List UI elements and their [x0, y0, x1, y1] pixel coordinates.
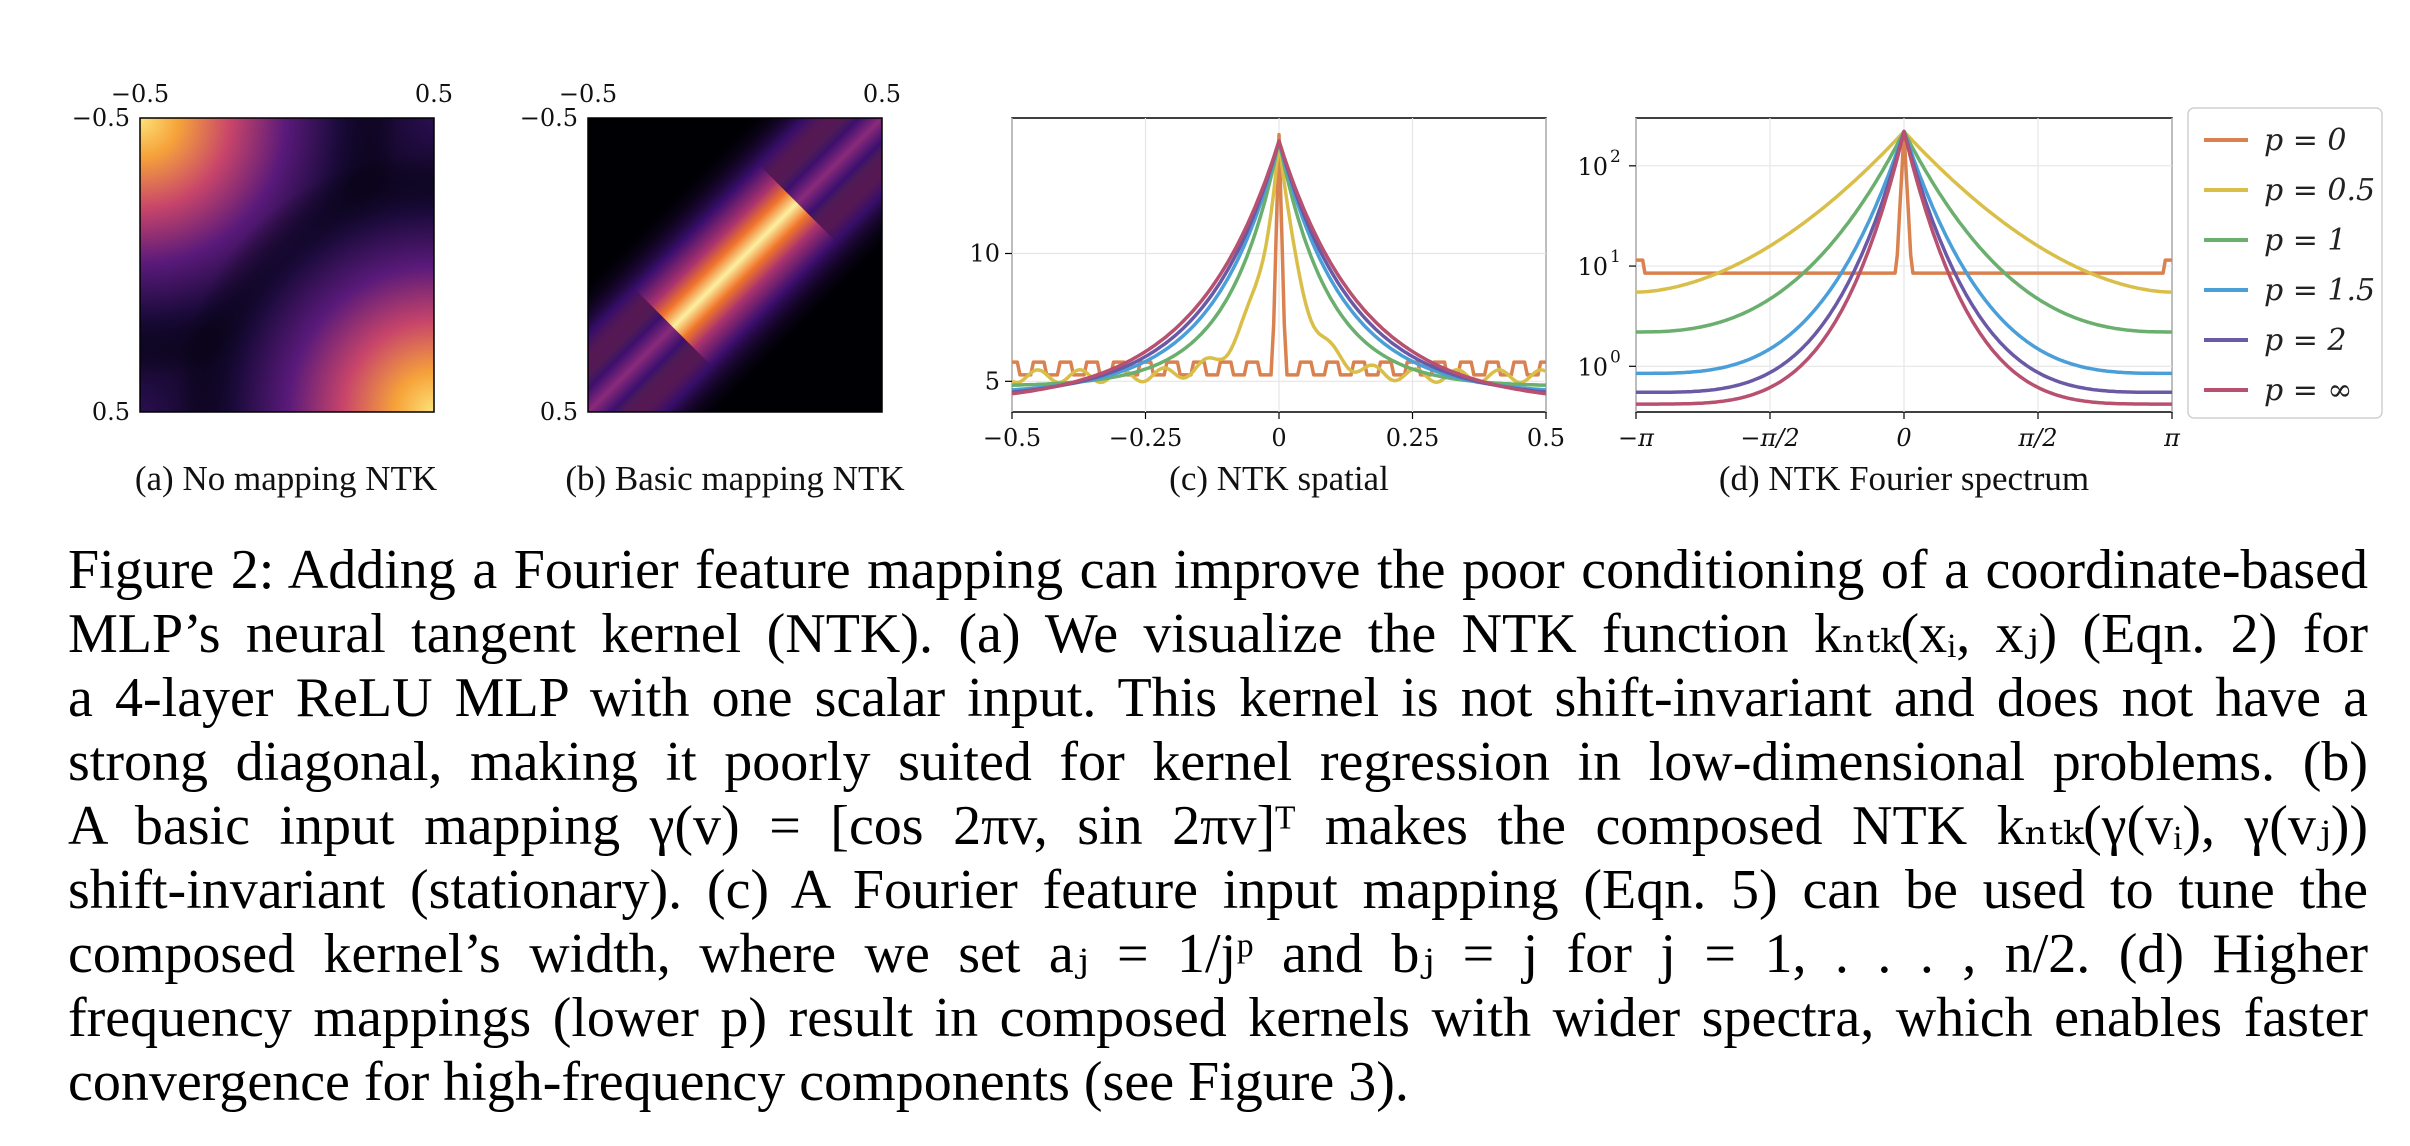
a-xtick-right: 0.5	[415, 80, 453, 108]
b-ytick-bottom: 0.5	[540, 398, 578, 426]
a-xtick-left: −0.5	[111, 80, 169, 108]
caption-line: composed kernel’s width, where we set aⱼ…	[68, 923, 2368, 985]
c-ytick-label: 5	[985, 367, 1000, 395]
d-ytick-label: 10	[1577, 253, 1608, 281]
caption-line: Figure 2: Adding a Fourier feature mappi…	[68, 539, 2368, 601]
legend-label-pinf: p = ∞	[2264, 373, 2352, 408]
caption-line: a 4-layer ReLU MLP with one scalar input…	[68, 667, 2368, 729]
subplot-d-label: (d) NTK Fourier spectrum	[1719, 459, 2089, 498]
c-xtick-label: 0.5	[1527, 424, 1565, 452]
heatmap-a	[139, 117, 435, 413]
d-ytick-exponent: 1	[1610, 247, 1621, 267]
caption-line: frequency mappings (lower p) result in c…	[68, 987, 2368, 1049]
subplot-a-label: (a) No mapping NTK	[135, 459, 437, 498]
legend-label-p1: p = 1	[2264, 223, 2347, 258]
d-xtick-label: −π/2	[1740, 424, 1799, 452]
d-ytick-label: 10	[1577, 353, 1608, 381]
caption-line: shift-invariant (stationary). (c) A Four…	[68, 859, 2368, 921]
legend: p = 0 p = 0.5 p = 1 p = 1.5 p = 2 p = ∞	[2187, 107, 2383, 419]
d-ytick-exponent: 0	[1610, 347, 1621, 367]
figure-caption: Figure 2: Adding a Fourier feature mappi…	[68, 538, 2368, 1114]
heatmap-b	[587, 117, 883, 413]
chart-c-spatial: −0.5 −0.25 0 0.25 0.5 5 10	[969, 117, 1565, 452]
c-xtick-label: −0.25	[1109, 424, 1183, 452]
caption-line: strong diagonal, making it poorly suited…	[68, 731, 2368, 793]
b-ytick-top: −0.5	[520, 104, 578, 132]
legend-label-p0: p = 0	[2264, 123, 2347, 158]
legend-label-p05: p = 0.5	[2264, 173, 2375, 208]
b-xtick-right: 0.5	[863, 80, 901, 108]
caption-line: A basic input mapping γ(v) = [cos 2πv, s…	[68, 795, 2368, 857]
c-xtick-label: 0	[1271, 424, 1286, 452]
d-series-line-pinf	[1636, 129, 2172, 406]
d-ytick-label: 10	[1577, 153, 1608, 181]
d-ytick-exponent: 2	[1610, 147, 1621, 167]
d-xtick-label: 0	[1896, 424, 1911, 452]
d-xtick-label: −π	[1618, 424, 1655, 452]
c-xtick-label: −0.5	[983, 424, 1041, 452]
figure: −0.5 0.5 −0.5 0.5 (a) No mapping NTK −0.…	[72, 80, 2383, 498]
d-xtick-label: π/2	[2017, 424, 2057, 452]
d-xtick-label: π	[2163, 424, 2181, 452]
subplot-c-label: (c) NTK spatial	[1169, 459, 1389, 498]
c-ytick-label: 10	[969, 239, 1000, 267]
caption-line: convergence for high-frequency component…	[68, 1051, 1409, 1113]
subplot-b-label: (b) Basic mapping NTK	[565, 459, 904, 498]
b-xtick-left: −0.5	[559, 80, 617, 108]
legend-label-p2: p = 2	[2264, 323, 2347, 358]
c-series-line-pinf	[1012, 139, 1546, 396]
a-ytick-bottom: 0.5	[92, 398, 130, 426]
c-xtick-label: 0.25	[1386, 424, 1439, 452]
legend-label-p15: p = 1.5	[2264, 273, 2375, 308]
a-ytick-top: −0.5	[72, 104, 130, 132]
caption-line: MLP’s neural tangent kernel (NTK). (a) W…	[68, 603, 2368, 665]
